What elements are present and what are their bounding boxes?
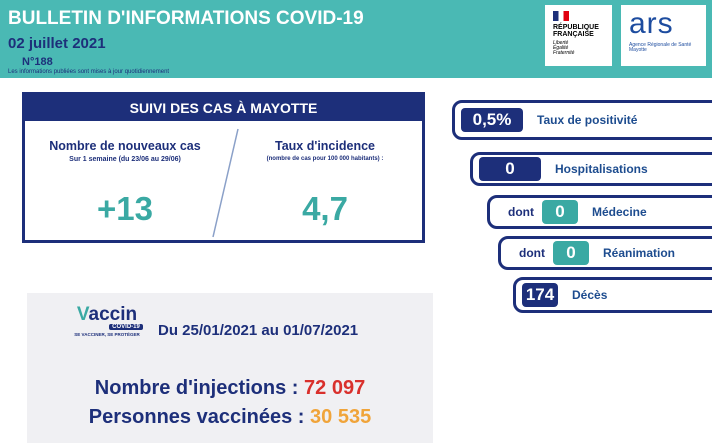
title: BULLETIN D'INFORMATIONS COVID-19 bbox=[8, 8, 364, 29]
indicator-value: 0 bbox=[542, 200, 578, 224]
cases-box: SUIVI DES CAS À MAYOTTE Nombre de nouvea… bbox=[22, 92, 425, 243]
flag bbox=[553, 11, 569, 21]
indicator-value: 0 bbox=[553, 241, 589, 265]
logo-sub: COVID-19 bbox=[109, 324, 143, 330]
cases-title: SUIVI DES CAS À MAYOTTE bbox=[25, 95, 422, 121]
logo-name: accin bbox=[88, 304, 138, 325]
indicator-label: Hospitalisations bbox=[555, 162, 648, 176]
logo-ars: ars Agence Régionale de Santé Mayotte bbox=[621, 5, 706, 66]
ars-region: Mayotte bbox=[629, 47, 647, 53]
value: 4,7 bbox=[302, 190, 348, 227]
sub: Sur 1 semaine (du 23/06 au 29/06) bbox=[69, 156, 181, 163]
label: Taux d'incidence bbox=[275, 139, 375, 153]
indicator-value: 0,5% bbox=[461, 108, 523, 132]
indicator-label: Taux de positivité bbox=[537, 113, 638, 127]
divider bbox=[212, 128, 239, 238]
indicator: 0,5% Taux de positivité bbox=[452, 100, 712, 140]
vaccine-box: Vaccin COVID-19 SE VACCINER, SE PROTÉGER… bbox=[27, 293, 433, 443]
slogan: SE VACCINER, SE PROTÉGER bbox=[74, 332, 140, 337]
label: Nombre de nouveaux cas bbox=[49, 139, 201, 153]
motto: Liberté bbox=[553, 40, 569, 46]
ars-sub: Agence Régionale de Santé bbox=[629, 42, 692, 48]
date: 02 juillet 2021 bbox=[8, 35, 106, 52]
value: 72 097 bbox=[304, 377, 366, 399]
indicator-value: 0 bbox=[479, 157, 541, 181]
rf-line: RÉPUBLIQUE bbox=[553, 24, 599, 31]
indicator-label: Réanimation bbox=[603, 246, 676, 260]
divider-line bbox=[212, 128, 239, 238]
sub: (nombre de cas pour 100 000 habitants) : bbox=[266, 156, 384, 162]
indicator-label: Médecine bbox=[592, 205, 647, 219]
note: Les informations publiées sont mises à j… bbox=[8, 69, 170, 75]
number: N°188 bbox=[22, 56, 53, 68]
rf-line: FRANÇAISE bbox=[553, 31, 594, 38]
indicator-value: 174 bbox=[522, 283, 558, 307]
logo-rf: RÉPUBLIQUE FRANÇAISE Liberté Égalité Fra… bbox=[545, 5, 612, 66]
label: Nombre d'injections : bbox=[94, 377, 299, 399]
injections: Nombre d'injections : 72 097 bbox=[27, 377, 433, 400]
indicator: 174 Décès bbox=[513, 277, 712, 313]
value: 30 535 bbox=[310, 406, 372, 428]
indicator: 0 Hospitalisations bbox=[470, 152, 712, 186]
header: BULLETIN D'INFORMATIONS COVID-19 02 juil… bbox=[0, 0, 712, 78]
indicator: dont 0 Médecine bbox=[487, 195, 712, 229]
prefix: dont bbox=[519, 246, 545, 260]
vaccinated: Personnes vaccinées : 30 535 bbox=[27, 406, 433, 429]
label: Personnes vaccinées : bbox=[88, 406, 305, 428]
vaccine-logo: Vaccin COVID-19 SE VACCINER, SE PROTÉGER bbox=[71, 305, 143, 337]
indicator: dont 0 Réanimation bbox=[498, 236, 712, 270]
prefix: dont bbox=[508, 205, 534, 219]
motto: Égalité bbox=[553, 45, 569, 51]
period: Du 25/01/2021 au 01/07/2021 bbox=[158, 322, 359, 339]
ars: ars bbox=[629, 7, 674, 40]
value: +13 bbox=[97, 190, 153, 227]
indicator-label: Décès bbox=[572, 288, 608, 302]
motto: Fraternité bbox=[553, 50, 575, 56]
